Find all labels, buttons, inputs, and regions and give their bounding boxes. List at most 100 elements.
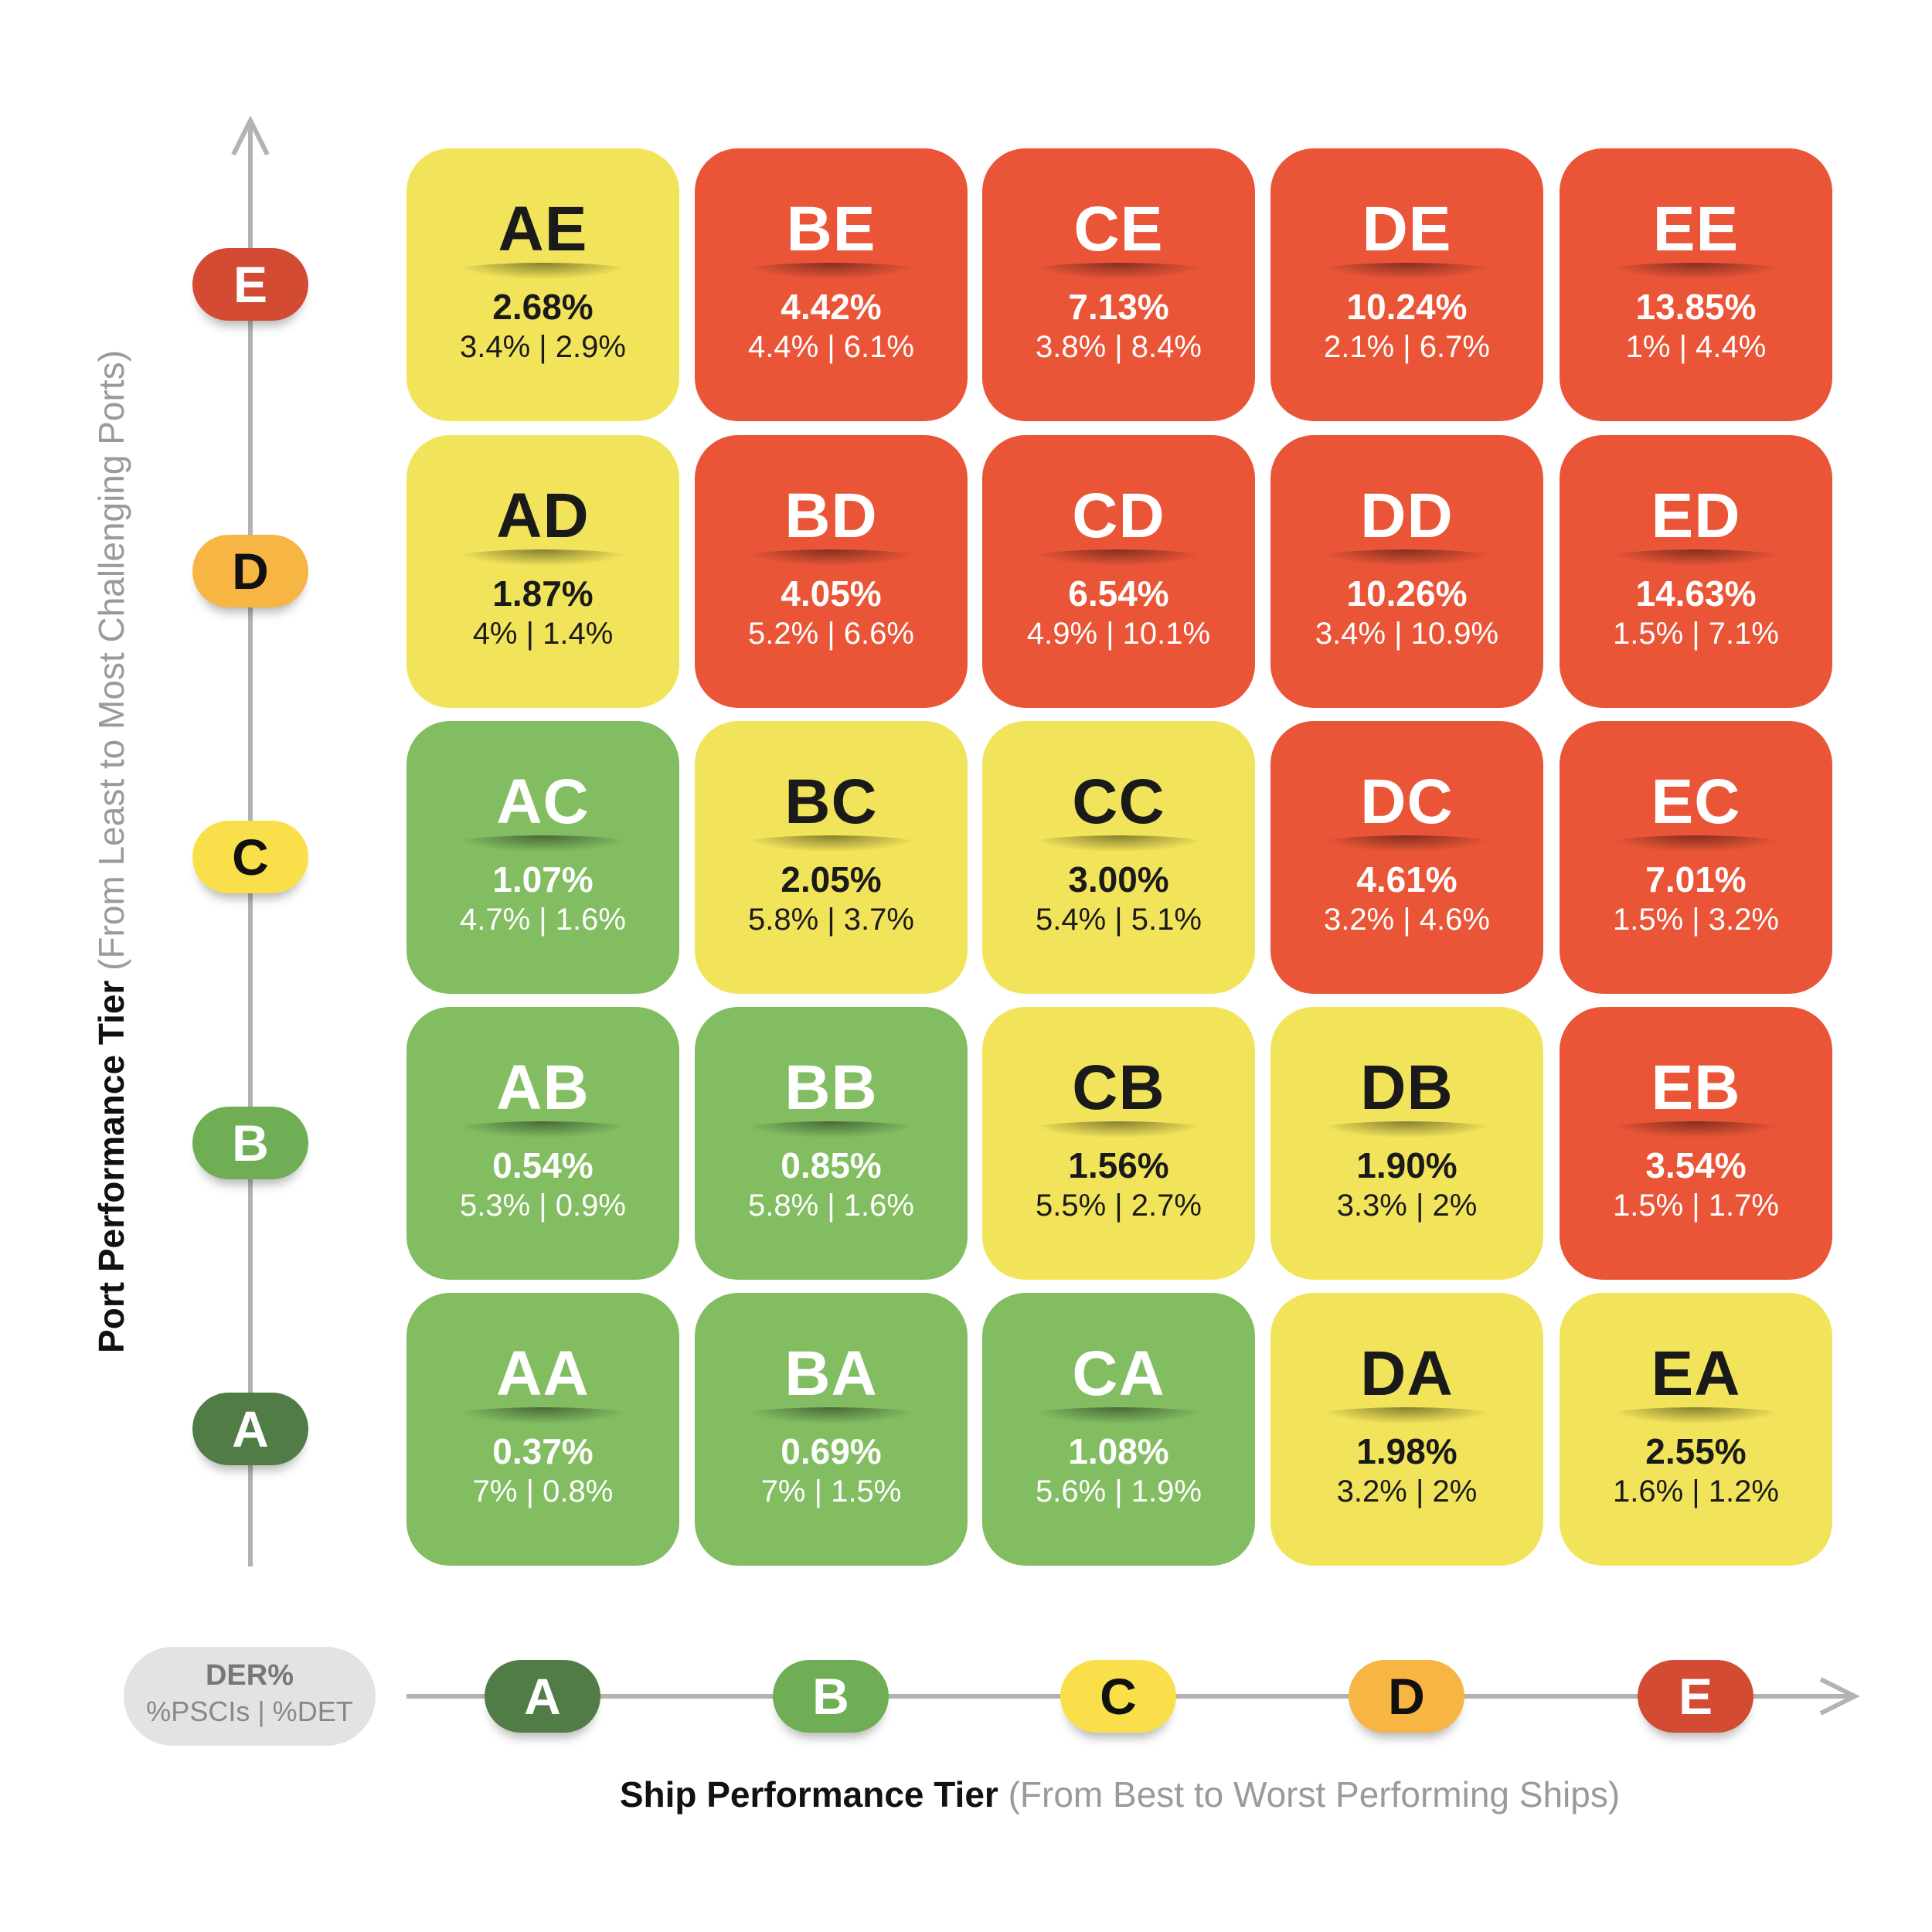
cell-ac: AC 1.07% 4.7% | 1.6% xyxy=(406,721,679,994)
cell-code: ED xyxy=(1651,481,1741,551)
cell-der: 7.01% xyxy=(1645,859,1747,900)
code-shadow xyxy=(741,549,921,566)
cell-ec: EC 7.01% 1.5% | 3.2% xyxy=(1560,721,1832,994)
cell-code: BB xyxy=(784,1053,878,1123)
cell-bd: BD 4.05% 5.2% | 6.6% xyxy=(695,435,968,708)
cell-pscis-det: 5.8% | 1.6% xyxy=(748,1189,914,1223)
code-shadow xyxy=(741,1407,921,1424)
y-axis-arrow-icon xyxy=(231,115,270,156)
code-shadow xyxy=(741,263,921,280)
cell-pscis-det: 7% | 1.5% xyxy=(760,1475,902,1509)
code-shadow xyxy=(453,1121,633,1138)
cell-der: 6.54% xyxy=(1068,573,1169,614)
code-shadow xyxy=(1317,1121,1497,1138)
cell-code: AA xyxy=(496,1338,590,1409)
code-shadow xyxy=(453,1407,633,1424)
cell-ca: CA 1.08% 5.6% | 1.9% xyxy=(982,1293,1255,1566)
cell-pscis-det: 1.5% | 7.1% xyxy=(1613,617,1779,651)
code-shadow xyxy=(453,835,633,852)
cell-ba: BA 0.69% 7% | 1.5% xyxy=(695,1293,968,1566)
cell-code: EC xyxy=(1651,767,1741,837)
cell-der: 10.26% xyxy=(1346,573,1468,614)
cell-code: BC xyxy=(784,767,878,837)
cell-pscis-det: 3.4% | 10.9% xyxy=(1315,617,1499,651)
y-tier-badge-c: C xyxy=(192,821,308,893)
x-axis-title-main: Ship Performance Tier xyxy=(619,1774,998,1815)
cell-der: 1.90% xyxy=(1356,1145,1458,1185)
cell-code: AB xyxy=(496,1053,590,1123)
cell-code: BE xyxy=(786,194,876,264)
cell-cc: CC 3.00% 5.4% | 5.1% xyxy=(982,721,1255,994)
cell-bb: BB 0.85% 5.8% | 1.6% xyxy=(695,1007,968,1280)
y-axis-title: Port Performance Tier (From Least to Mos… xyxy=(90,350,132,1353)
y-axis-title-main: Port Performance Tier xyxy=(91,980,131,1353)
cell-code: CD xyxy=(1072,481,1165,551)
cell-der: 0.54% xyxy=(492,1145,594,1185)
cell-ea: EA 2.55% 1.6% | 1.2% xyxy=(1560,1293,1832,1566)
cell-pscis-det: 5.2% | 6.6% xyxy=(748,617,914,651)
cell-pscis-det: 5.6% | 1.9% xyxy=(1036,1475,1202,1509)
code-shadow xyxy=(1029,835,1209,852)
cell-pscis-det: 4% | 1.4% xyxy=(472,617,614,651)
cell-pscis-det: 5.8% | 3.7% xyxy=(748,903,914,937)
cell-code: AE xyxy=(498,194,588,264)
code-shadow xyxy=(1317,835,1497,852)
code-shadow xyxy=(1606,1121,1786,1138)
x-tier-badge-d: D xyxy=(1349,1660,1464,1733)
cell-der: 1.87% xyxy=(492,573,594,614)
x-tier-badge-c: C xyxy=(1060,1660,1176,1733)
cell-der: 3.00% xyxy=(1068,859,1169,900)
cell-code: EA xyxy=(1651,1338,1741,1409)
cell-der: 14.63% xyxy=(1635,573,1757,614)
y-tier-badge-e: E xyxy=(192,248,308,321)
cell-code: CE xyxy=(1073,194,1164,264)
cell-der: 3.54% xyxy=(1645,1145,1747,1185)
cell-da: DA 1.98% 3.2% | 2% xyxy=(1270,1293,1543,1566)
cell-code: BD xyxy=(784,481,878,551)
cell-der: 7.13% xyxy=(1068,287,1169,327)
cell-ed: ED 14.63% 1.5% | 7.1% xyxy=(1560,435,1832,708)
cell-code: DE xyxy=(1362,194,1452,264)
code-shadow xyxy=(1606,549,1786,566)
cell-der: 0.85% xyxy=(781,1145,882,1185)
cell-der: 2.55% xyxy=(1645,1431,1747,1471)
cell-der: 13.85% xyxy=(1635,287,1757,327)
cell-cb: CB 1.56% 5.5% | 2.7% xyxy=(982,1007,1255,1280)
y-tier-badge-a: A xyxy=(192,1393,308,1465)
cell-code: CB xyxy=(1072,1053,1165,1123)
cell-pscis-det: 7% | 0.8% xyxy=(472,1475,614,1509)
cell-der: 10.24% xyxy=(1346,287,1468,327)
code-shadow xyxy=(1606,1407,1786,1424)
cell-pscis-det: 4.9% | 10.1% xyxy=(1026,617,1211,651)
cell-der: 1.08% xyxy=(1068,1431,1169,1471)
x-axis-title: Ship Performance Tier (From Best to Wors… xyxy=(0,1774,1932,1815)
code-shadow xyxy=(1606,263,1786,280)
code-shadow xyxy=(1029,1407,1209,1424)
code-shadow xyxy=(1029,549,1209,566)
code-shadow xyxy=(1606,835,1786,852)
x-tier-badge-e: E xyxy=(1638,1660,1753,1733)
cell-de: DE 10.24% 2.1% | 6.7% xyxy=(1270,148,1543,421)
cell-code: DC xyxy=(1360,767,1454,837)
cell-code: AD xyxy=(496,481,590,551)
cell-code: CC xyxy=(1072,767,1165,837)
cell-ce: CE 7.13% 3.8% | 8.4% xyxy=(982,148,1255,421)
cell-code: AC xyxy=(496,767,590,837)
cell-der: 0.37% xyxy=(492,1431,594,1471)
code-shadow xyxy=(1317,1407,1497,1424)
cell-pscis-det: 5.4% | 5.1% xyxy=(1036,903,1202,937)
cell-code: EB xyxy=(1651,1053,1741,1123)
cell-pscis-det: 3.2% | 2% xyxy=(1336,1475,1478,1509)
cell-der: 2.05% xyxy=(781,859,882,900)
cell-pscis-det: 1.5% | 1.7% xyxy=(1613,1189,1779,1223)
cell-code: DB xyxy=(1360,1053,1454,1123)
cell-pscis-det: 1% | 4.4% xyxy=(1625,330,1767,364)
cell-pscis-det: 5.3% | 0.9% xyxy=(460,1189,626,1223)
cell-bc: BC 2.05% 5.8% | 3.7% xyxy=(695,721,968,994)
cell-der: 1.56% xyxy=(1068,1145,1169,1185)
cell-pscis-det: 3.3% | 2% xyxy=(1336,1189,1478,1223)
cell-db: DB 1.90% 3.3% | 2% xyxy=(1270,1007,1543,1280)
cell-ab: AB 0.54% 5.3% | 0.9% xyxy=(406,1007,679,1280)
legend-box: DER% %PSCIs | %DET xyxy=(124,1647,376,1746)
cell-pscis-det: 4.4% | 6.1% xyxy=(748,330,914,364)
